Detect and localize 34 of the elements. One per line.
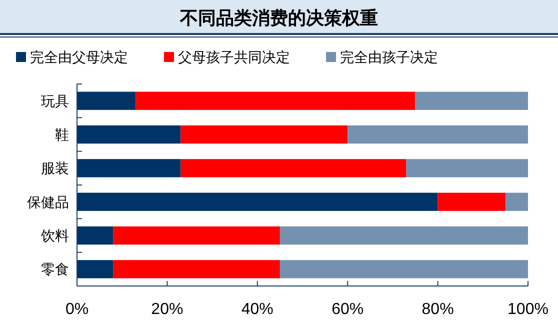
bar xyxy=(348,125,528,144)
bar xyxy=(113,260,280,278)
bar xyxy=(77,125,181,144)
legend-item: 完全由孩子决定 xyxy=(326,50,438,66)
bar xyxy=(406,159,528,178)
bar xyxy=(280,260,528,278)
x-tick-label: 60% xyxy=(332,301,364,318)
bar xyxy=(77,92,136,110)
bar xyxy=(77,192,438,211)
chart-title: 不同品类消费的决策权重 xyxy=(179,8,378,29)
bar xyxy=(77,226,114,245)
bar xyxy=(113,226,280,245)
legend-item: 父母孩子共同决定 xyxy=(164,50,290,66)
y-tick-label: 零食 xyxy=(41,262,69,278)
bar xyxy=(180,159,406,178)
bar xyxy=(77,159,181,178)
bar xyxy=(415,92,528,110)
y-tick-label: 鞋 xyxy=(55,128,69,144)
y-tick-label: 玩具 xyxy=(41,94,69,110)
y-tick-label: 饮料 xyxy=(40,228,69,244)
bar xyxy=(77,260,114,278)
x-tick-label: 0% xyxy=(65,301,89,318)
legend-item: 完全由父母决定 xyxy=(16,50,128,66)
y-tick-label: 保健品 xyxy=(27,194,69,211)
bar xyxy=(505,192,528,211)
x-tick-label: 20% xyxy=(151,301,184,318)
bar xyxy=(136,92,416,110)
y-tick-label: 服装 xyxy=(41,161,69,178)
bar xyxy=(180,125,348,144)
bar xyxy=(280,226,528,245)
x-tick-label: 80% xyxy=(422,301,454,318)
x-tick-label: 100% xyxy=(508,301,548,318)
x-tick-label: 40% xyxy=(241,301,274,318)
bar xyxy=(438,192,506,211)
